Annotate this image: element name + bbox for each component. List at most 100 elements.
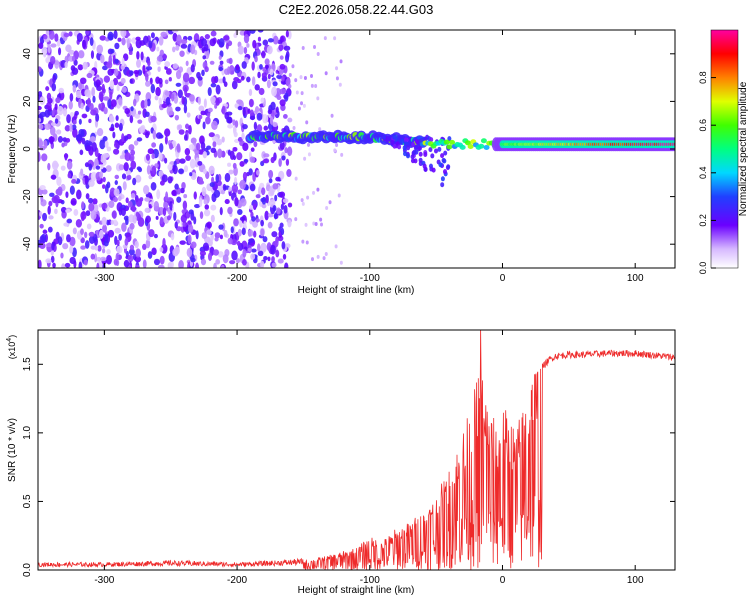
heat-noise-cell <box>330 113 334 118</box>
heat-noise-cell <box>95 79 101 87</box>
heat-noise-cell <box>104 233 109 243</box>
heat-noise-cell <box>131 205 136 213</box>
heat-noise-cell <box>99 229 104 239</box>
heat-noise-cell <box>210 96 216 104</box>
heat-noise-cell <box>156 46 160 52</box>
heat-noise-cell <box>99 35 106 41</box>
heat-noise-cell <box>179 50 185 58</box>
heat-transition-cell <box>399 134 404 140</box>
heat-noise-cell <box>285 53 290 63</box>
heat-noise-cell <box>50 43 57 48</box>
heat-noise-cell <box>139 197 144 202</box>
x-tick-label: 100 <box>627 273 644 284</box>
heat-noise-cell <box>54 103 58 111</box>
heat-noise-cell <box>275 249 280 258</box>
heat-noise-cell <box>303 156 307 161</box>
heat-noise-cell <box>96 256 102 262</box>
y-tick-label: 0.0 <box>22 563 33 577</box>
heat-noise-cell <box>81 201 85 210</box>
heat-noise-cell <box>178 124 183 130</box>
heat-noise-cell <box>72 247 77 258</box>
heat-noise-cell <box>75 90 82 99</box>
heat-noise-cell <box>184 147 191 156</box>
heat-transition-cell <box>382 134 387 140</box>
heat-noise-cell <box>129 115 134 124</box>
heat-noise-cell <box>66 234 71 243</box>
heat-noise-cell <box>137 119 143 124</box>
heat-noise-cell <box>101 248 106 254</box>
heat-noise-cell <box>99 54 105 64</box>
heat-noise-cell <box>95 165 101 170</box>
heat-noise-cell <box>133 70 140 75</box>
heat-noise-cell <box>55 97 61 104</box>
heat-transition-cell <box>430 153 435 159</box>
heat-noise-cell <box>183 165 189 173</box>
heat-noise-cell <box>250 147 255 152</box>
heat-noise-cell <box>158 134 164 139</box>
heat-noise-cell <box>279 88 286 95</box>
heat-noise-cell <box>99 171 104 179</box>
heat-noise-cell <box>242 248 247 258</box>
colorbar-ticks: 0.0 0.2 0.4 0.6 0.8 <box>698 71 716 274</box>
heat-noise-cell <box>319 217 323 222</box>
heat-noise-cell <box>165 96 171 106</box>
x-tick-label: -100 <box>360 575 380 586</box>
heat-noise-cell <box>47 162 51 171</box>
x-tick-label: -200 <box>227 273 247 284</box>
heat-noise-cell <box>266 45 273 55</box>
heat-noise-cell <box>107 31 114 41</box>
heat-noise-cell <box>185 123 190 130</box>
heat-noise-cell <box>312 221 316 226</box>
heat-noise-cell <box>112 77 119 86</box>
heat-noise-cell <box>155 86 161 97</box>
heat-noise-cell <box>252 203 257 209</box>
heat-noise-cell <box>237 189 243 195</box>
heat-noise-cell <box>257 250 264 257</box>
heat-noise-cell <box>262 114 269 124</box>
heat-noise-cell <box>60 206 67 213</box>
heat-noise-cell <box>333 148 337 153</box>
heat-signal-cell <box>483 144 490 150</box>
heat-noise-cell <box>138 126 146 134</box>
heat-noise-cell <box>202 55 207 60</box>
heat-noise-cell <box>167 176 173 184</box>
heat-noise-cell <box>39 223 44 229</box>
heat-noise-cell <box>129 244 135 251</box>
heat-noise-cell <box>65 208 71 214</box>
heat-noise-cell <box>246 76 251 83</box>
heat-noise-cell <box>69 245 74 254</box>
heat-noise-cell <box>118 164 125 171</box>
heat-noise-cell <box>222 254 229 264</box>
heat-noise-cell <box>91 86 96 97</box>
heat-noise-cell <box>130 149 136 156</box>
heat-noise-cell <box>97 152 101 163</box>
heat-noise-cell <box>94 158 99 166</box>
heat-noise-cell <box>287 219 292 228</box>
colorbar-gradient <box>710 29 739 269</box>
heat-noise-cell <box>247 247 252 252</box>
heat-noise-cell <box>212 249 220 256</box>
heat-noise-cell <box>113 30 118 40</box>
heat-noise-cell <box>310 83 314 88</box>
heat-noise-cell <box>46 101 52 110</box>
heat-noise-cell <box>216 138 223 146</box>
heat-noise-cell <box>158 97 163 106</box>
heat-noise-cell <box>242 259 247 266</box>
heat-noise-cell <box>217 148 223 159</box>
heat-noise-cell <box>183 104 188 114</box>
heat-noise-cell <box>229 150 235 161</box>
heat-noise-cell <box>175 69 182 80</box>
heat-noise-cell <box>135 38 142 49</box>
heat-transition-cell <box>400 138 405 144</box>
heat-noise-cell <box>239 160 245 167</box>
heat-noise-cell <box>144 131 150 139</box>
heat-noise-cell <box>149 77 153 85</box>
heat-noise-cell <box>183 134 188 141</box>
heat-noise-cell <box>264 58 270 66</box>
colorbar-tick-label: 0.2 <box>698 214 708 227</box>
heat-noise-cell <box>48 136 55 143</box>
heat-noise-cell <box>161 174 168 183</box>
heat-noise-cell <box>249 115 256 120</box>
heat-noise-cell <box>63 32 70 38</box>
snr-x-ticks: -300 -200 -100 0 100 <box>94 330 644 586</box>
